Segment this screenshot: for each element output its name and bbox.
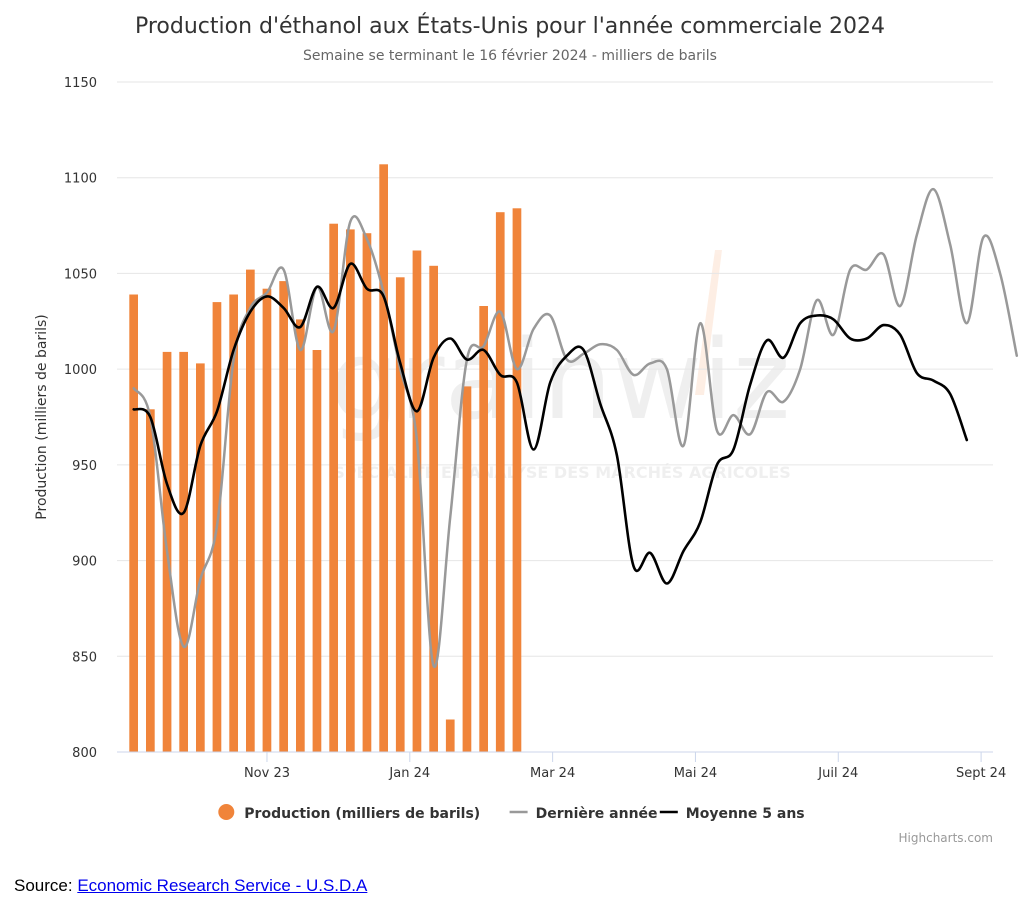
y-tick-label: 800	[72, 746, 97, 761]
x-tick-label: Juil 24	[817, 766, 858, 781]
production-bar[interactable]	[329, 223, 338, 752]
y-axis-labels: 800 850 900 950 1000 1050 1100 1150	[64, 76, 97, 761]
production-bar[interactable]	[379, 164, 388, 753]
production-bar[interactable]	[429, 265, 438, 752]
legend-label: Moyenne 5 ans	[686, 806, 805, 822]
last-year-line[interactable]	[132, 187, 1019, 669]
y-tick-label: 1150	[64, 76, 97, 91]
legend-label: Production (milliers de barils)	[244, 806, 480, 822]
legend-item[interactable]: Production (milliers de barils)	[218, 804, 480, 822]
grainwiz-watermark: grainwiz SPÉCIALITÉ ET ANALYSE DES MARCH…	[329, 250, 791, 482]
x-tick-label: Nov 23	[244, 766, 290, 781]
production-bar[interactable]	[312, 350, 322, 752]
source-link[interactable]: Economic Research Service - U.S.D.A	[77, 876, 368, 895]
production-bar[interactable]	[495, 212, 505, 752]
production-bar[interactable]	[129, 294, 138, 753]
legend: Production (milliers de barils) Dernière …	[218, 804, 805, 822]
production-bar[interactable]	[262, 288, 272, 752]
production-bar[interactable]	[512, 208, 522, 753]
production-bar[interactable]	[229, 294, 238, 753]
source-line: Source: Economic Research Service - U.S.…	[14, 876, 367, 896]
x-tick-label: Sept 24	[956, 766, 1006, 781]
chart-subtitle: Semaine se terminant le 16 février 2024 …	[303, 48, 717, 64]
source-label: Source:	[14, 876, 78, 895]
production-bar[interactable]	[445, 719, 455, 753]
production-bar[interactable]	[362, 233, 372, 752]
y-tick-label: 1100	[64, 172, 97, 187]
legend-label: Dernière année	[536, 806, 658, 822]
x-tick-label: Mai 24	[674, 766, 717, 781]
production-bar[interactable]	[462, 386, 472, 752]
production-bar[interactable]	[412, 250, 422, 753]
y-tick-label: 900	[72, 555, 97, 570]
y-tick-label: 850	[72, 650, 97, 665]
highcharts-credits[interactable]: Highcharts.com	[899, 831, 993, 845]
legend-item[interactable]: Dernière année	[509, 806, 658, 822]
production-bar[interactable]	[395, 277, 405, 752]
y-tick-label: 1050	[64, 267, 97, 282]
chart-title: Production d'éthanol aux États-Unis pour…	[135, 13, 885, 39]
production-bar[interactable]	[146, 409, 155, 752]
x-tick-label: Mar 24	[530, 766, 575, 781]
production-bar[interactable]	[296, 319, 305, 752]
production-bar[interactable]	[179, 351, 188, 752]
production-bar[interactable]	[346, 229, 355, 752]
production-bar[interactable]	[279, 281, 288, 752]
legend-item[interactable]: Moyenne 5 ans	[659, 806, 805, 822]
series-lines	[132, 187, 1019, 669]
production-bar[interactable]	[479, 306, 488, 752]
svg-text:SPÉCIALITÉ ET ANALYSE DES MARC: SPÉCIALITÉ ET ANALYSE DES MARCHÉS AGRICO…	[333, 463, 791, 482]
y-tick-label: 950	[72, 459, 97, 474]
legend-symbol-circle	[218, 804, 235, 820]
five-year-average-line[interactable]	[132, 262, 969, 585]
x-axis-labels: Nov 23 Jan 24 Mar 24 Mai 24 Juil 24 Sept 24	[244, 752, 1006, 781]
production-bars	[129, 164, 522, 753]
y-tick-label: 1000	[64, 363, 97, 378]
production-bar[interactable]	[196, 363, 205, 752]
y-axis-title: Production (milliers de barils)	[34, 314, 50, 519]
production-bar[interactable]	[246, 269, 255, 752]
ethanol-production-chart: Production d'éthanol aux États-Unis pour…	[34, 13, 1019, 845]
x-tick-label: Jan 24	[388, 766, 430, 781]
svg-text:grainwiz: grainwiz	[329, 316, 790, 444]
